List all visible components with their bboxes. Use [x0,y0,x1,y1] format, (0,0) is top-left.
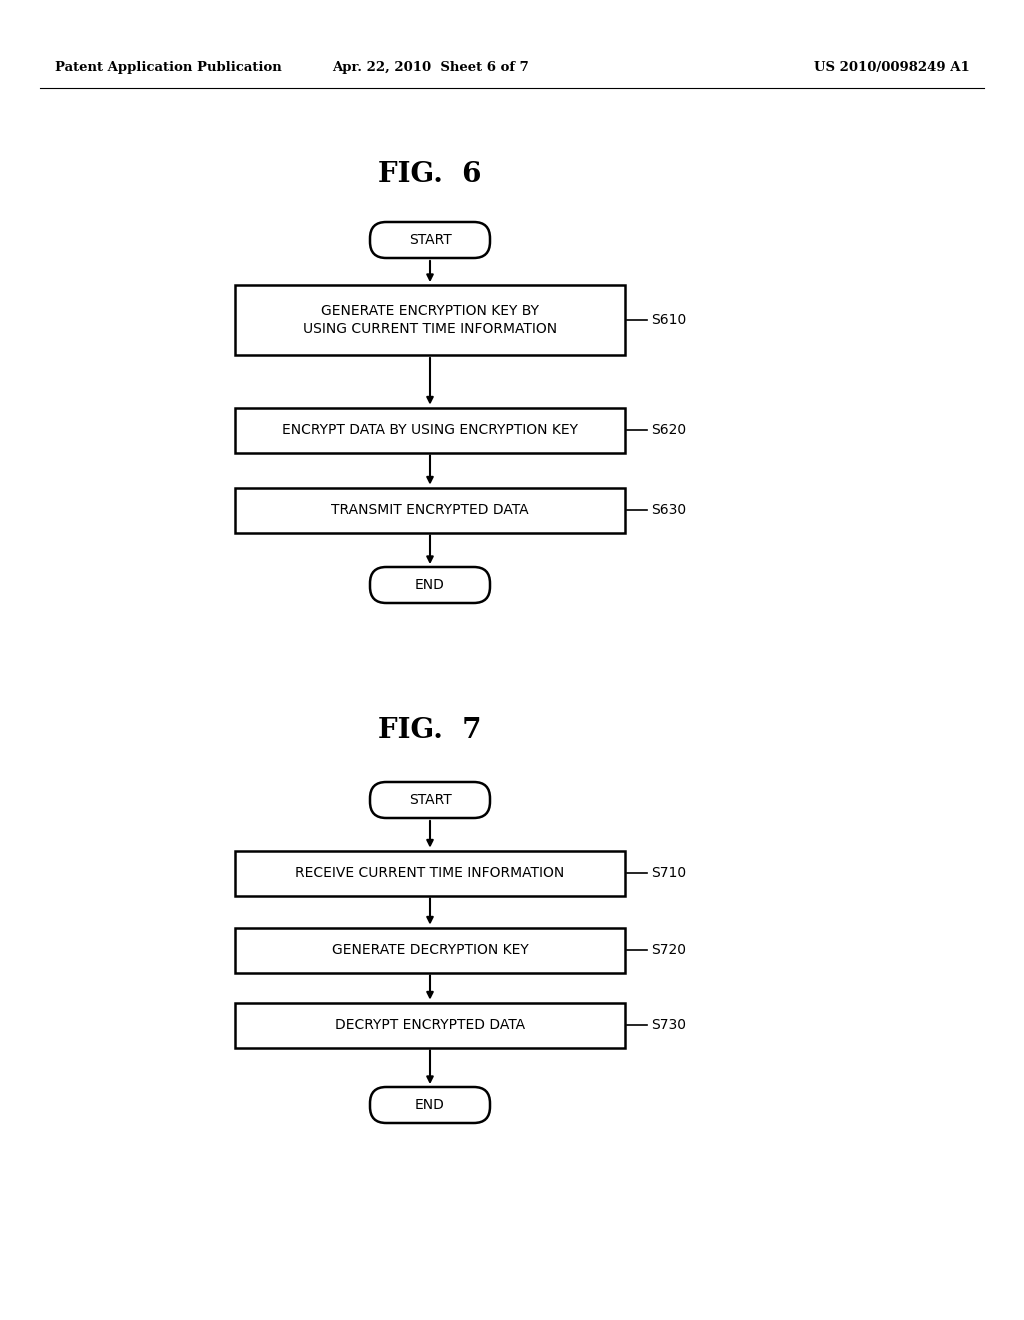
Text: FIG.  7: FIG. 7 [378,717,481,743]
Bar [234,850,625,895]
Text: START: START [409,234,452,247]
Text: Patent Application Publication: Patent Application Publication [55,62,282,74]
Text: S610: S610 [651,313,686,327]
Text: S730: S730 [651,1018,686,1032]
Text: US 2010/0098249 A1: US 2010/0098249 A1 [814,62,970,74]
Bar [234,408,625,453]
Text: END: END [415,578,445,591]
Text: GENERATE ENCRYPTION KEY BY
USING CURRENT TIME INFORMATION: GENERATE ENCRYPTION KEY BY USING CURRENT… [303,304,557,337]
Bar [234,1002,625,1048]
Text: S720: S720 [651,942,686,957]
FancyBboxPatch shape [370,781,490,818]
Text: END: END [415,1098,445,1111]
Bar [234,487,625,532]
Text: S630: S630 [651,503,686,517]
Text: RECEIVE CURRENT TIME INFORMATION: RECEIVE CURRENT TIME INFORMATION [295,866,564,880]
Text: TRANSMIT ENCRYPTED DATA: TRANSMIT ENCRYPTED DATA [331,503,528,517]
Text: GENERATE DECRYPTION KEY: GENERATE DECRYPTION KEY [332,942,528,957]
Text: FIG.  6: FIG. 6 [378,161,481,189]
FancyBboxPatch shape [370,222,490,257]
Text: S620: S620 [651,422,686,437]
Bar [234,285,625,355]
Text: Apr. 22, 2010  Sheet 6 of 7: Apr. 22, 2010 Sheet 6 of 7 [332,62,528,74]
Text: DECRYPT ENCRYPTED DATA: DECRYPT ENCRYPTED DATA [335,1018,525,1032]
Text: START: START [409,793,452,807]
FancyBboxPatch shape [370,1086,490,1123]
Bar [234,928,625,973]
Text: S710: S710 [651,866,686,880]
Text: ENCRYPT DATA BY USING ENCRYPTION KEY: ENCRYPT DATA BY USING ENCRYPTION KEY [282,422,578,437]
FancyBboxPatch shape [370,568,490,603]
